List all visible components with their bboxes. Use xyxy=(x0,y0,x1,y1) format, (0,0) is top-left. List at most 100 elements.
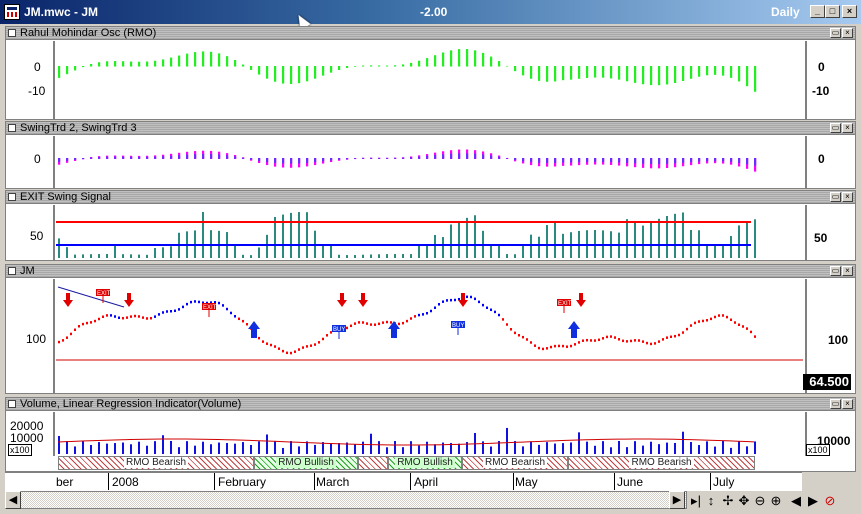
rmo-bar xyxy=(714,66,717,75)
price-bar xyxy=(190,300,192,304)
volume-bar xyxy=(138,441,140,454)
volume-bar xyxy=(146,445,148,454)
price-bar xyxy=(518,334,520,337)
scroll-back-button[interactable]: ◀ xyxy=(788,493,804,509)
price-bar xyxy=(198,300,200,304)
exit-bar xyxy=(650,222,652,258)
rmo-bar xyxy=(538,66,541,81)
price-bar xyxy=(478,300,480,304)
time-axis[interactable]: ber 2008 February March April May June J… xyxy=(5,472,802,491)
move-icon: ✥ xyxy=(738,493,750,508)
zoom-out-button[interactable]: ↕ xyxy=(703,493,719,509)
pane-restore-button[interactable]: ▭ xyxy=(830,28,841,38)
price-bar xyxy=(418,313,420,317)
pane-header[interactable]: Rahul Mohindar Osc (RMO) ▭ × xyxy=(6,27,855,40)
price-bar xyxy=(430,309,432,313)
swing-bar-inner xyxy=(234,156,237,159)
buy-arrow-icon xyxy=(568,321,580,338)
rmo-bar xyxy=(722,66,725,76)
zoom-in-button[interactable]: ⊕ xyxy=(768,493,784,509)
pane-price[interactable]: JM ▭ × 100 100 EXIT EXIT EXIT BUY BUY xyxy=(5,264,856,394)
price-bar xyxy=(218,301,220,305)
price-bar xyxy=(630,339,632,343)
buy-flag-label: BUY xyxy=(333,327,345,333)
volume-bar xyxy=(538,444,540,454)
price-bar xyxy=(466,295,468,299)
price-bar xyxy=(226,307,228,311)
volume-bar xyxy=(58,436,60,454)
minimize-button[interactable]: _ xyxy=(810,5,825,18)
volume-bar xyxy=(426,441,428,454)
rmo-bar xyxy=(202,51,205,67)
volume-bar xyxy=(218,442,220,454)
volume-bar xyxy=(706,441,708,454)
pane-close-button[interactable]: × xyxy=(842,399,853,409)
exit-bar xyxy=(170,246,172,258)
pane-restore-button[interactable]: ▭ xyxy=(830,123,841,133)
price-bar xyxy=(222,304,224,307)
rmo-bar xyxy=(690,66,693,79)
pane-header[interactable]: EXIT Swing Signal ▭ × xyxy=(6,191,855,204)
price-bar xyxy=(354,322,356,325)
volume-bar xyxy=(434,444,436,454)
pane-exit-swing[interactable]: EXIT Swing Signal ▭ × 50 50 xyxy=(5,190,856,261)
close-button[interactable]: × xyxy=(842,5,857,18)
swing-bar-inner xyxy=(706,158,709,162)
pane-restore-button[interactable]: ▭ xyxy=(830,192,841,202)
rmo-bar xyxy=(410,62,413,67)
scroll-left-button[interactable]: ◀ xyxy=(5,491,21,509)
window-titlebar[interactable]: JM.mwc - JM -2.00 Daily _ □ × xyxy=(0,0,861,24)
price-bar xyxy=(78,325,80,328)
pane-icon xyxy=(8,267,16,275)
price-bar xyxy=(554,344,556,348)
price-bar xyxy=(538,346,540,350)
swing-bar-inner xyxy=(730,158,733,162)
rmo-bar xyxy=(178,55,181,67)
pane-header[interactable]: Volume, Linear Regression Indicator(Volu… xyxy=(6,398,855,411)
volume-bar xyxy=(698,445,700,454)
exit-bar xyxy=(514,254,516,258)
pane-close-button[interactable]: × xyxy=(842,28,853,38)
pane-restore-button[interactable]: ▭ xyxy=(830,399,841,409)
swing-bar-inner xyxy=(570,158,573,163)
price-bar xyxy=(182,305,184,309)
pane-header[interactable]: SwingTrd 2, SwingTrd 3 ▭ × xyxy=(6,122,855,135)
price-bar xyxy=(298,348,300,351)
swing-bar-inner xyxy=(98,156,101,159)
volume-bar xyxy=(514,441,516,454)
price-bar xyxy=(486,306,488,310)
scroll-forward-button[interactable]: ▶ xyxy=(805,493,821,509)
swing-bar-inner xyxy=(618,158,621,163)
volume-bar xyxy=(530,441,532,454)
ribbon-segment: RMO Bearish xyxy=(568,456,755,470)
exit-bar xyxy=(410,254,412,258)
pane-close-button[interactable]: × xyxy=(842,123,853,133)
pane-restore-button[interactable]: ▭ xyxy=(830,266,841,276)
exit-bar xyxy=(114,244,116,258)
pane-close-button[interactable]: × xyxy=(842,192,853,202)
pane-header[interactable]: JM ▭ × xyxy=(6,265,855,278)
crosshair-button[interactable]: ✢ xyxy=(720,493,736,509)
exit-bar xyxy=(290,212,292,258)
scroll-right-button[interactable]: ▶ xyxy=(669,491,685,509)
zoom-minus-button[interactable]: ⊖ xyxy=(752,493,768,509)
volume-bar xyxy=(722,441,724,454)
maximize-button[interactable]: □ xyxy=(825,5,840,18)
stop-button[interactable]: ⊘ xyxy=(822,493,838,509)
exit-bar xyxy=(122,254,124,258)
horizontal-scrollbar[interactable] xyxy=(5,491,687,509)
rmo-bar xyxy=(370,65,373,67)
volume-bar xyxy=(226,443,228,454)
pane-close-button[interactable]: × xyxy=(842,266,853,276)
pane-rmo[interactable]: Rahul Mohindar Osc (RMO) ▭ × 0 -10 0 -10 xyxy=(5,26,856,120)
next-bar-button[interactable]: ▸| xyxy=(688,493,704,509)
rmo-bar xyxy=(490,56,493,67)
y-tick-right: -10 xyxy=(812,84,830,98)
move-button[interactable]: ✥ xyxy=(736,493,752,509)
exit-bar xyxy=(642,225,644,258)
rmo-bar xyxy=(194,52,197,67)
rmo-bar xyxy=(98,62,101,67)
price-bar xyxy=(702,319,704,323)
pane-swingtrd[interactable]: SwingTrd 2, SwingTrd 3 ▭ × 0 0 xyxy=(5,121,856,189)
app-icon[interactable] xyxy=(4,4,20,20)
